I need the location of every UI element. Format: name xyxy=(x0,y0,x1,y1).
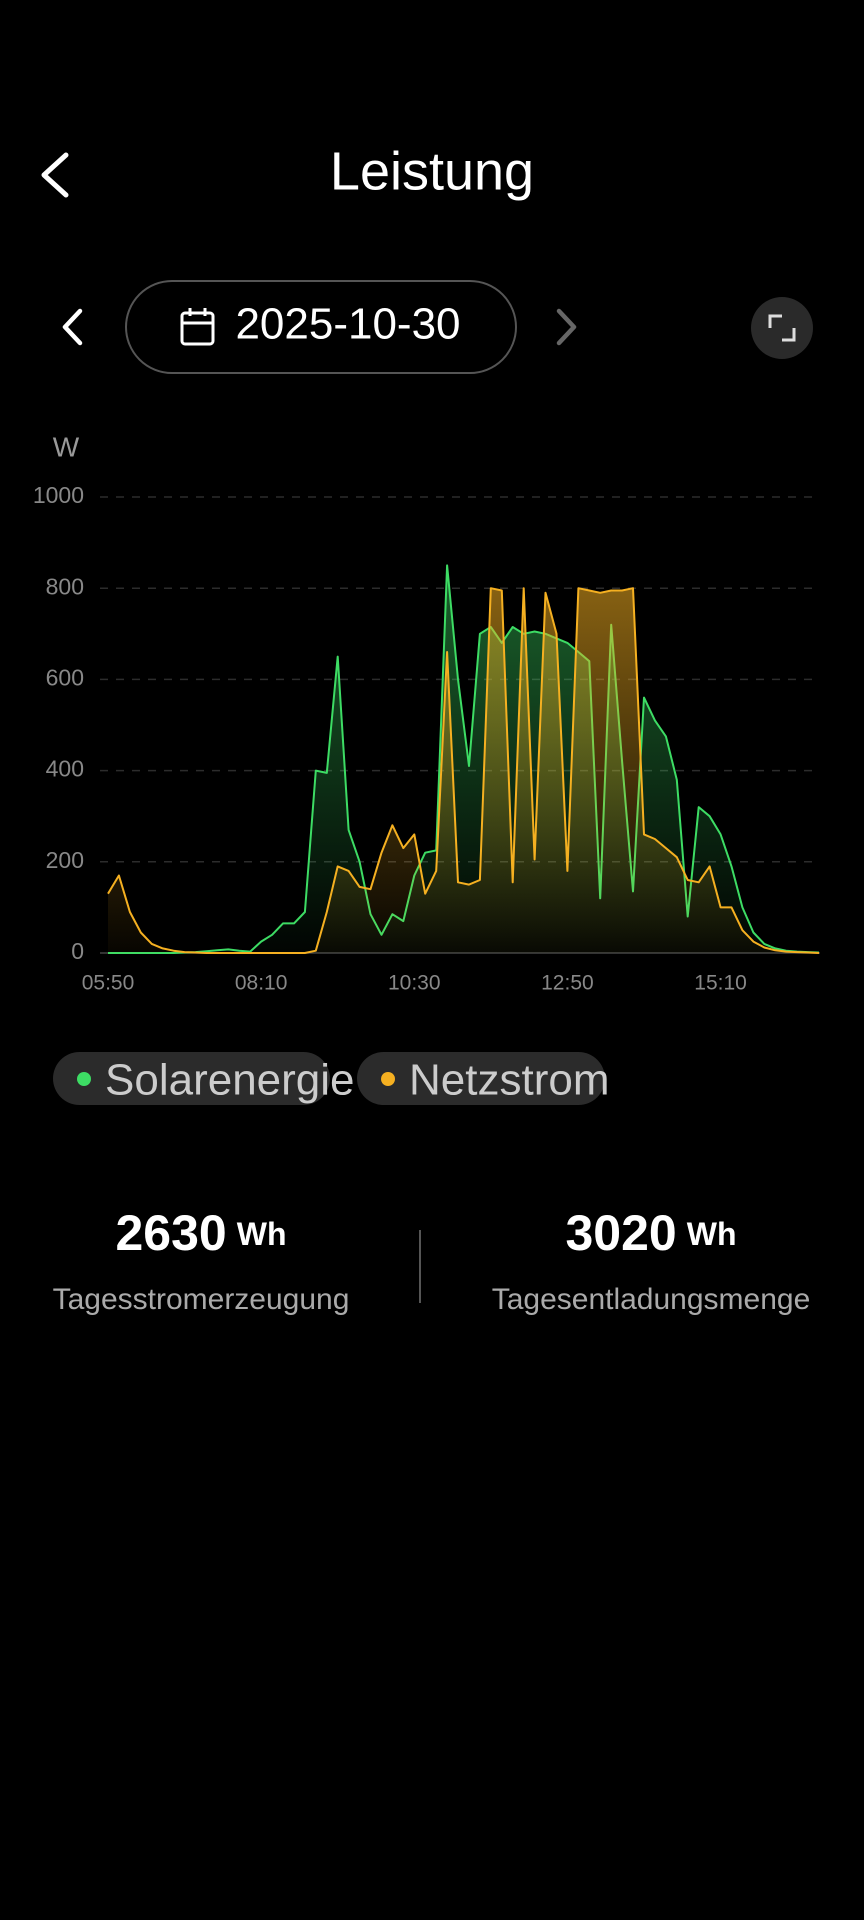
series-line xyxy=(108,564,820,954)
legend-dot xyxy=(77,1072,91,1086)
stat-label: Tagesstromerzeugung xyxy=(53,1283,350,1316)
back-button[interactable] xyxy=(41,152,69,198)
y-tick-label: 800 xyxy=(46,573,84,599)
next-day[interactable] xyxy=(556,308,577,346)
chart: 0 200 400 600 800 1000 05:50 08:10 10:30 12:50 15:… xyxy=(33,482,820,995)
legend-label: Solarenergie xyxy=(105,1056,355,1105)
stat-value: 2630 Wh xyxy=(116,1205,287,1261)
stat-unit: Wh xyxy=(687,1216,737,1252)
x-tick-label: 08:10 xyxy=(235,972,288,995)
x-tick-label: 10:30 xyxy=(388,972,441,995)
date-text: 2025-10-30 xyxy=(235,300,460,349)
legend-dot xyxy=(381,1072,395,1086)
y-unit: W xyxy=(53,431,80,462)
y-tick-label: 400 xyxy=(46,756,84,782)
series-line xyxy=(107,587,820,954)
legend-item[interactable]: Solarenergie xyxy=(53,1052,355,1105)
legend-label: Netzstrom xyxy=(409,1056,609,1105)
legend: Solarenergie Netzstrom xyxy=(53,1052,609,1105)
stat-number: 2630 xyxy=(116,1205,227,1261)
legend-item[interactable]: Netzstrom xyxy=(357,1052,609,1105)
stats: 2630 Wh Tagesstromerzeugung 3020 Wh Tagesentl… xyxy=(53,1205,811,1316)
x-tick-label: 15:10 xyxy=(694,972,747,995)
legend-pill xyxy=(53,1052,330,1105)
stat-number: 3020 xyxy=(566,1205,677,1261)
stat-label: Tagesentladungsmenge xyxy=(492,1283,811,1316)
stat-unit: Wh xyxy=(237,1216,287,1252)
y-tick-label: 1000 xyxy=(33,482,84,508)
page-title: Leistung xyxy=(330,141,534,201)
stat-value: 3020 Wh xyxy=(566,1205,737,1261)
fullscreen-icon xyxy=(768,314,796,342)
fullscreen-button[interactable] xyxy=(751,297,813,359)
y-tick-label: 600 xyxy=(46,664,84,690)
series-area xyxy=(108,588,819,953)
x-tick-label: 12:50 xyxy=(541,972,594,995)
calendar-icon xyxy=(180,308,215,346)
y-tick-label: 200 xyxy=(46,847,84,873)
legend-pill xyxy=(357,1052,605,1105)
x-tick-label: 05:50 xyxy=(82,972,135,995)
prev-day[interactable] xyxy=(62,308,83,346)
date-picker[interactable] xyxy=(125,280,517,374)
y-tick-label: 0 xyxy=(71,938,84,964)
